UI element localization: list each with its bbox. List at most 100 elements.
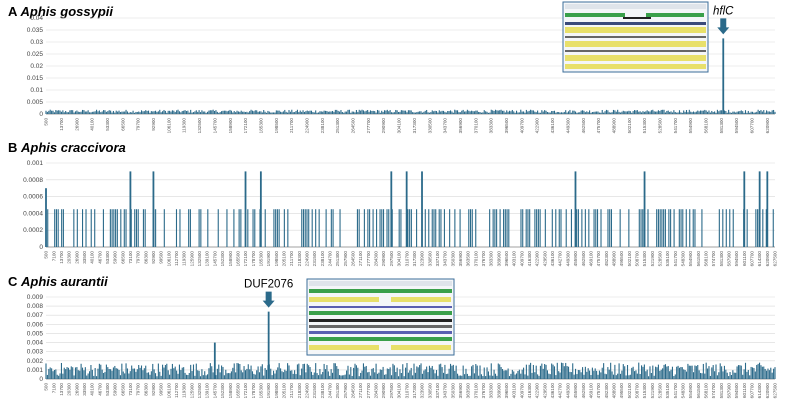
x-tick-label: 627500 xyxy=(773,251,778,267)
x-tick-label: 363500 xyxy=(466,251,471,267)
x-tick-label: 587900 xyxy=(727,383,732,399)
x-tick-label: 53300 xyxy=(105,251,110,264)
x-tick-label: 323900 xyxy=(420,251,425,267)
x-tick-label: 251300 xyxy=(335,251,340,267)
y-tick-label: 0.006 xyxy=(27,321,44,328)
x-tick-label: 106100 xyxy=(166,118,171,134)
x-tick-label: 620900 xyxy=(765,383,770,399)
x-tick-label: 462500 xyxy=(581,118,586,134)
x-tick-label: 99500 xyxy=(159,383,164,396)
x-tick-label: 198500 xyxy=(274,251,279,267)
y-tick-label: 0.008 xyxy=(27,303,44,310)
x-tick-label: 304100 xyxy=(397,383,402,399)
x-tick-label: 389900 xyxy=(496,383,501,399)
x-tick-label: 500 xyxy=(44,251,49,259)
x-tick-label: 488900 xyxy=(611,383,616,399)
x-tick-label: 125900 xyxy=(189,251,194,267)
x-tick-label: 284300 xyxy=(374,251,379,267)
x-tick-label: 475700 xyxy=(596,251,601,267)
x-tick-label: 495500 xyxy=(619,251,624,267)
x-tick-label: 59900 xyxy=(113,251,118,264)
x-tick-label: 257900 xyxy=(343,383,348,399)
x-tick-label: 224900 xyxy=(305,118,310,134)
x-tick-label: 92900 xyxy=(151,118,156,131)
x-tick-label: 59900 xyxy=(113,383,118,396)
annotation-arrow xyxy=(717,18,730,35)
x-tick-label: 396500 xyxy=(504,251,509,267)
x-tick-label: 502100 xyxy=(627,383,632,399)
x-tick-label: 594500 xyxy=(734,251,739,267)
x-tick-label: 125900 xyxy=(189,383,194,399)
x-tick-label: 343700 xyxy=(443,118,448,134)
x-tick-label: 198500 xyxy=(274,118,279,134)
x-tick-label: 396500 xyxy=(504,118,509,134)
x-tick-label: 541700 xyxy=(673,118,678,134)
y-tick-label: 0.03 xyxy=(30,39,43,46)
y-tick-label: 0.01 xyxy=(30,87,43,94)
x-tick-label: 442700 xyxy=(558,251,563,267)
x-tick-label: 515300 xyxy=(642,118,647,134)
x-tick-label: 53300 xyxy=(105,118,110,131)
y-tick-label: 0 xyxy=(39,376,43,383)
x-tick-label: 191900 xyxy=(266,251,271,267)
x-tick-label: 145700 xyxy=(212,251,217,267)
x-tick-label: 317300 xyxy=(412,118,417,134)
x-tick-label: 343700 xyxy=(443,251,448,267)
x-tick-label: 601100 xyxy=(742,251,747,266)
x-tick-label: 363500 xyxy=(466,383,471,399)
x-tick-label: 191900 xyxy=(266,383,271,399)
x-tick-label: 370100 xyxy=(473,383,478,399)
y-tick-label: 0.005 xyxy=(27,330,44,337)
x-tick-label: 449300 xyxy=(565,118,570,134)
x-tick-label: 66500 xyxy=(120,251,125,264)
x-tick-label: 264500 xyxy=(351,383,356,399)
x-tick-label: 469100 xyxy=(588,251,593,267)
x-tick-label: 132500 xyxy=(197,251,202,267)
panel-letter: B xyxy=(8,140,21,155)
x-tick-label: 66500 xyxy=(120,383,125,396)
x-tick-label: 535100 xyxy=(665,251,670,267)
panel-title: B Aphis craccivora xyxy=(8,140,126,155)
x-tick-label: 205100 xyxy=(281,383,286,399)
x-tick-label: 627500 xyxy=(773,383,778,399)
x-tick-label: 165500 xyxy=(235,383,240,399)
x-tick-label: 251300 xyxy=(335,383,340,399)
x-tick-label: 370100 xyxy=(473,251,478,267)
x-tick-label: 442700 xyxy=(558,383,563,399)
x-tick-label: 251300 xyxy=(335,118,340,134)
x-tick-label: 290900 xyxy=(381,383,386,399)
x-tick-label: 152300 xyxy=(220,251,225,267)
x-tick-label: 132500 xyxy=(197,383,202,399)
y-tick-label: 0.009 xyxy=(27,294,44,301)
x-tick-label: 178700 xyxy=(251,251,256,267)
x-tick-label: 277700 xyxy=(366,118,371,134)
x-tick-label: 277700 xyxy=(366,383,371,399)
x-tick-label: 26900 xyxy=(74,383,79,396)
x-tick-label: 152300 xyxy=(220,383,225,399)
x-tick-label: 462500 xyxy=(581,383,586,399)
x-tick-label: 482300 xyxy=(604,251,609,267)
x-tick-label: 356900 xyxy=(458,118,463,134)
x-tick-label: 185300 xyxy=(258,118,263,134)
x-tick-label: 218300 xyxy=(297,251,302,267)
x-tick-label: 86300 xyxy=(143,383,148,396)
x-tick-label: 172100 xyxy=(243,251,248,267)
x-tick-label: 462500 xyxy=(581,251,586,267)
x-tick-label: 383300 xyxy=(489,251,494,267)
x-tick-label: 594500 xyxy=(734,383,739,399)
x-tick-label: 40100 xyxy=(90,251,95,264)
x-tick-label: 73100 xyxy=(128,251,133,264)
y-tick-label: 0.001 xyxy=(27,160,44,167)
annotation-label: hflC xyxy=(713,5,734,17)
x-tick-label: 317300 xyxy=(412,383,417,399)
x-tick-label: 495500 xyxy=(619,383,624,399)
x-tick-label: 158900 xyxy=(228,118,233,134)
y-tick-label: 0.0002 xyxy=(23,227,43,234)
x-tick-label: 521900 xyxy=(650,383,655,399)
x-tick-label: 541700 xyxy=(673,383,678,399)
x-tick-label: 515300 xyxy=(642,251,647,267)
x-tick-label: 607700 xyxy=(750,383,755,399)
x-tick-label: 343700 xyxy=(443,383,448,399)
x-tick-label: 158900 xyxy=(228,383,233,399)
x-tick-label: 429500 xyxy=(542,383,547,399)
